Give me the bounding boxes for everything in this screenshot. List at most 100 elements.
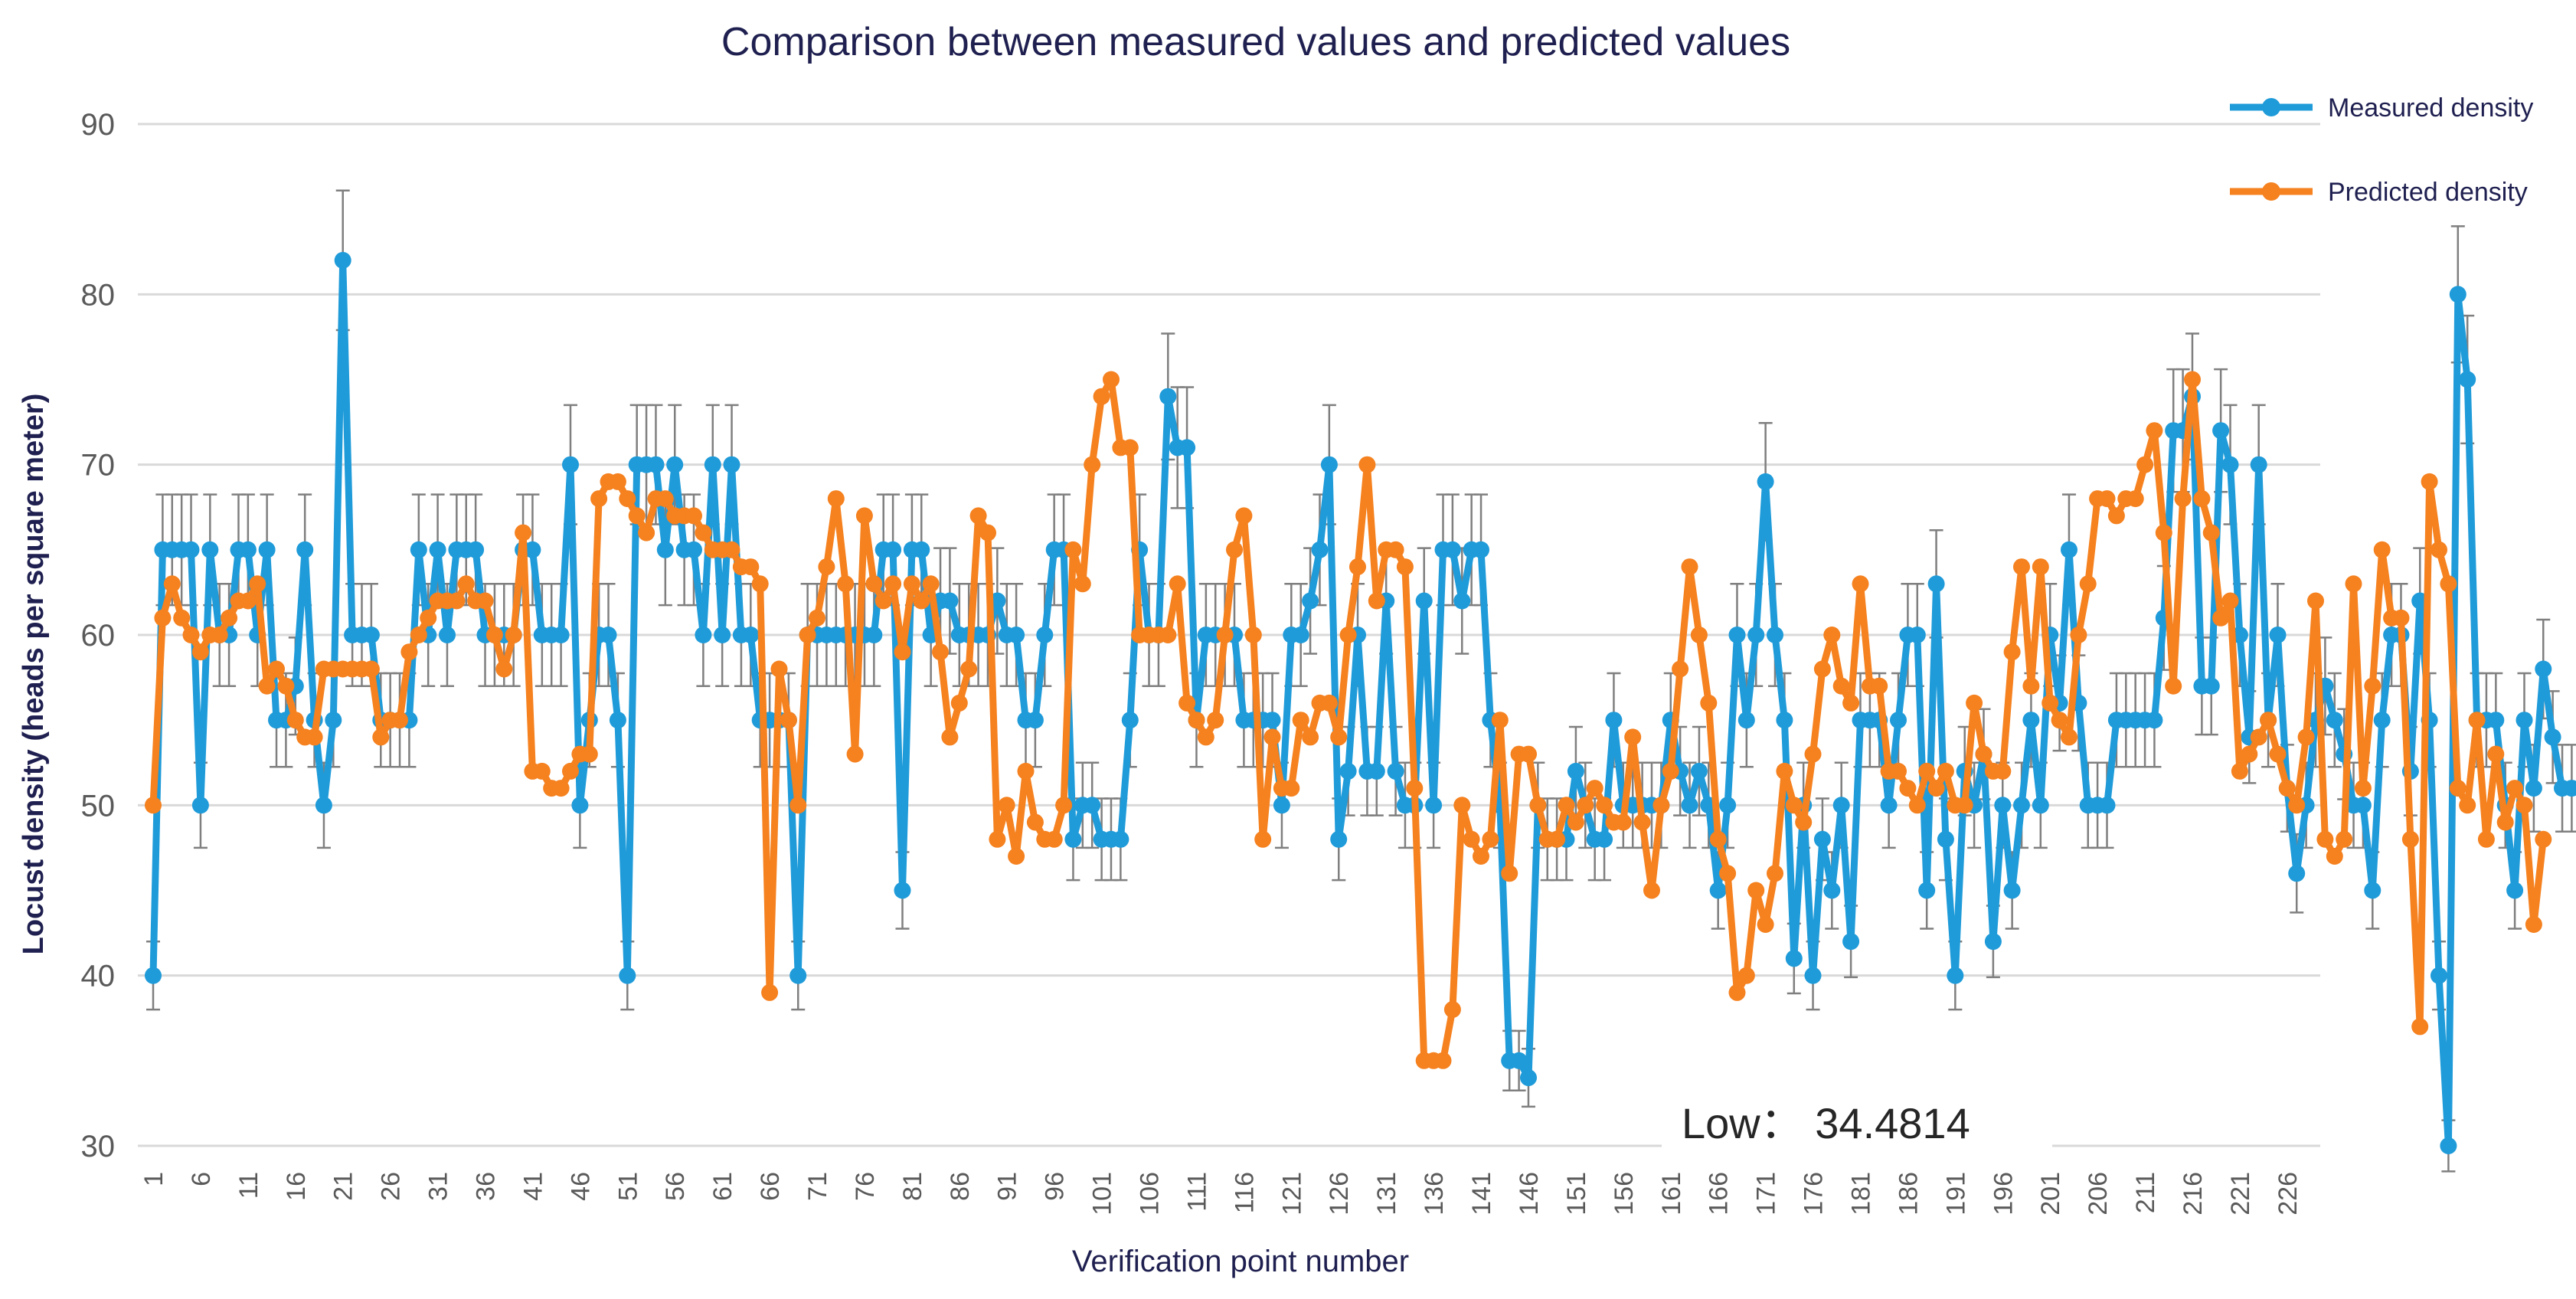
data-point-predicted[interactable] (1672, 660, 1689, 678)
data-point-predicted[interactable] (515, 524, 532, 542)
data-point-predicted[interactable] (619, 490, 636, 508)
data-point-measured[interactable] (2525, 780, 2542, 797)
data-point-measured[interactable] (1567, 762, 1584, 780)
data-point-predicted[interactable] (277, 677, 295, 695)
data-point-predicted[interactable] (1681, 558, 1698, 576)
data-point-predicted[interactable] (780, 712, 797, 729)
data-point-predicted[interactable] (2449, 780, 2466, 797)
data-point-predicted[interactable] (1633, 813, 1651, 831)
data-point-measured[interactable] (2440, 1137, 2457, 1154)
data-point-measured[interactable] (1681, 797, 1698, 814)
data-point-measured[interactable] (1785, 950, 1803, 967)
data-point-measured[interactable] (429, 541, 446, 558)
data-point-measured[interactable] (1690, 762, 1708, 780)
data-point-predicted[interactable] (1406, 780, 1424, 797)
data-point-predicted[interactable] (495, 660, 513, 678)
data-point-measured[interactable] (1339, 762, 1357, 780)
data-point-measured[interactable] (2544, 728, 2561, 746)
data-point-measured[interactable] (742, 627, 760, 643)
data-point-predicted[interactable] (306, 728, 323, 746)
data-point-predicted[interactable] (1093, 388, 1110, 405)
data-point-predicted[interactable] (145, 797, 162, 814)
data-point-measured[interactable] (1890, 712, 1907, 729)
data-point-predicted[interactable] (1482, 830, 1499, 848)
data-point-predicted[interactable] (2506, 780, 2524, 797)
data-point-predicted[interactable] (874, 592, 892, 610)
data-point-measured[interactable] (1994, 797, 2012, 814)
data-point-measured[interactable] (2535, 660, 2552, 678)
data-point-predicted[interactable] (2525, 916, 2542, 933)
data-point-measured[interactable] (666, 456, 684, 473)
data-point-predicted[interactable] (1074, 575, 1091, 593)
data-point-measured[interactable] (1064, 830, 1082, 848)
data-point-predicted[interactable] (979, 524, 996, 542)
data-point-measured[interactable] (1510, 1052, 1528, 1069)
data-point-predicted[interactable] (1747, 882, 1765, 899)
data-point-predicted[interactable] (1226, 541, 1243, 558)
data-point-predicted[interactable] (2136, 456, 2154, 473)
data-point-predicted[interactable] (770, 660, 788, 678)
data-point-measured[interactable] (1842, 933, 1860, 951)
data-point-measured[interactable] (315, 797, 332, 814)
data-point-predicted[interactable] (2022, 677, 2040, 695)
data-point-measured[interactable] (1330, 830, 1348, 848)
data-point-predicted[interactable] (1728, 983, 1746, 1001)
data-point-predicted[interactable] (903, 575, 920, 593)
data-point-measured[interactable] (2516, 712, 2533, 729)
data-point-predicted[interactable] (2269, 745, 2287, 763)
data-point-measured[interactable] (2354, 797, 2372, 814)
data-point-predicted[interactable] (2221, 592, 2239, 610)
data-point-measured[interactable] (1425, 797, 1443, 814)
data-point-measured[interactable] (894, 882, 911, 899)
data-point-predicted[interactable] (1548, 830, 1566, 848)
data-point-predicted[interactable] (1387, 541, 1404, 558)
data-point-measured[interactable] (1605, 712, 1623, 729)
data-point-predicted[interactable] (789, 797, 807, 814)
data-point-measured[interactable] (1112, 830, 1129, 848)
data-point-measured[interactable] (884, 541, 902, 558)
data-point-predicted[interactable] (2193, 490, 2211, 508)
legend-item-measured[interactable]: Measured density (2230, 93, 2533, 123)
data-point-predicted[interactable] (1596, 797, 1613, 814)
data-point-measured[interactable] (258, 541, 276, 558)
data-point-predicted[interactable] (1567, 813, 1584, 831)
data-point-predicted[interactable] (2297, 728, 2315, 746)
data-point-measured[interactable] (2098, 797, 2116, 814)
data-point-predicted[interactable] (1624, 728, 1642, 746)
data-point-predicted[interactable] (258, 677, 276, 695)
data-point-measured[interactable] (467, 541, 485, 558)
data-point-predicted[interactable] (2202, 524, 2220, 542)
data-point-predicted[interactable] (1994, 762, 2012, 780)
data-point-measured[interactable] (2212, 422, 2230, 440)
data-point-predicted[interactable] (2061, 728, 2077, 746)
data-point-measured[interactable] (334, 251, 351, 269)
data-point-predicted[interactable] (505, 627, 522, 643)
data-point-predicted[interactable] (1159, 627, 1177, 643)
data-point-predicted[interactable] (2107, 507, 2125, 525)
data-point-measured[interactable] (2202, 677, 2220, 695)
data-point-predicted[interactable] (1463, 830, 1480, 848)
data-point-measured[interactable] (1596, 830, 1613, 848)
data-point-measured[interactable] (1832, 797, 1850, 814)
data-point-predicted[interactable] (1026, 813, 1044, 831)
data-point-predicted[interactable] (1927, 780, 1945, 797)
data-point-predicted[interactable] (2278, 780, 2296, 797)
data-point-measured[interactable] (1737, 712, 1755, 729)
data-point-predicted[interactable] (1473, 848, 1489, 865)
data-point-measured[interactable] (1311, 541, 1329, 558)
data-point-measured[interactable] (1084, 797, 1101, 814)
data-point-measured[interactable] (1719, 797, 1737, 814)
data-point-predicted[interactable] (1966, 694, 1983, 712)
data-point-predicted[interactable] (1263, 728, 1281, 746)
data-point-predicted[interactable] (818, 558, 835, 576)
data-point-measured[interactable] (1008, 627, 1025, 643)
data-point-predicted[interactable] (448, 592, 466, 610)
data-point-predicted[interactable] (1842, 694, 1860, 712)
data-point-measured[interactable] (723, 456, 740, 473)
data-point-measured[interactable] (2431, 967, 2447, 984)
data-point-predicted[interactable] (1577, 797, 1594, 814)
data-point-predicted[interactable] (1045, 830, 1063, 848)
data-point-predicted[interactable] (2155, 524, 2172, 542)
data-point-predicted[interactable] (1558, 797, 1575, 814)
data-point-predicted[interactable] (249, 575, 266, 593)
